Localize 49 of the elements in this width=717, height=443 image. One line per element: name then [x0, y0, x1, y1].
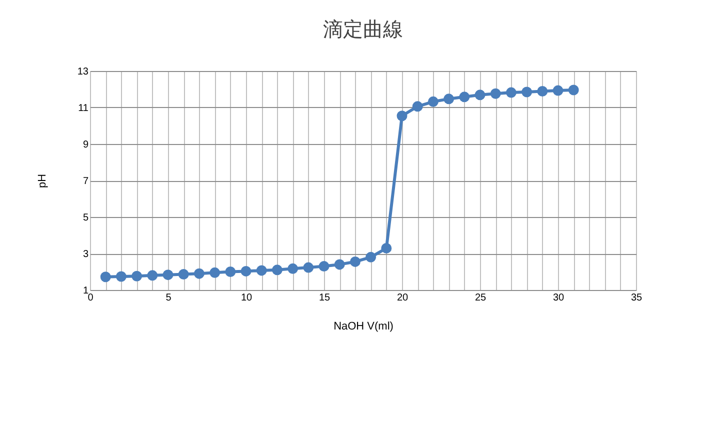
y-tick-label: 13 — [77, 66, 89, 78]
point — [288, 263, 298, 274]
point — [318, 261, 330, 272]
y-tick-label: 1 — [82, 286, 89, 296]
x-tick-label: 10 — [240, 292, 252, 304]
point — [396, 110, 408, 122]
point — [552, 85, 564, 96]
chart-title: 滴定曲線 — [323, 17, 403, 41]
point — [225, 266, 236, 277]
point — [568, 84, 579, 96]
point — [210, 267, 220, 278]
x-tick-label: 30 — [552, 292, 564, 304]
x-tick-label: 25 — [474, 292, 486, 304]
point — [194, 268, 204, 279]
x-tick-label: 20 — [396, 292, 408, 304]
point — [381, 242, 392, 254]
x-tick-label: 5 — [166, 292, 172, 304]
point — [162, 270, 174, 280]
y-tick-label: 9 — [82, 140, 89, 150]
y-tick-label: 11 — [78, 103, 89, 114]
y-tick-label: 3 — [82, 249, 89, 260]
point — [537, 86, 548, 96]
point — [428, 96, 438, 107]
x-axis-title: NaOH V(ml) — [334, 320, 394, 332]
y-tick-label: 5 — [82, 212, 89, 224]
point — [459, 92, 470, 102]
x-tick-label: 0 — [88, 292, 94, 304]
point — [303, 262, 314, 273]
point — [350, 256, 360, 267]
point — [490, 88, 501, 99]
point — [334, 259, 345, 270]
point — [100, 272, 111, 282]
x-tick-label: 35 — [630, 292, 642, 304]
point — [178, 269, 189, 280]
point — [522, 86, 532, 98]
x-tick-label: 15 — [318, 292, 330, 304]
point — [272, 264, 282, 276]
point — [147, 270, 158, 281]
point — [366, 252, 376, 262]
y-axis-title: pH — [36, 174, 48, 188]
point — [116, 271, 126, 282]
point — [474, 90, 486, 100]
point — [240, 266, 252, 276]
point — [506, 87, 516, 98]
point — [444, 94, 454, 104]
point — [256, 265, 267, 276]
point — [132, 270, 142, 282]
point — [412, 101, 423, 112]
y-tick-label: 7 — [82, 176, 89, 187]
